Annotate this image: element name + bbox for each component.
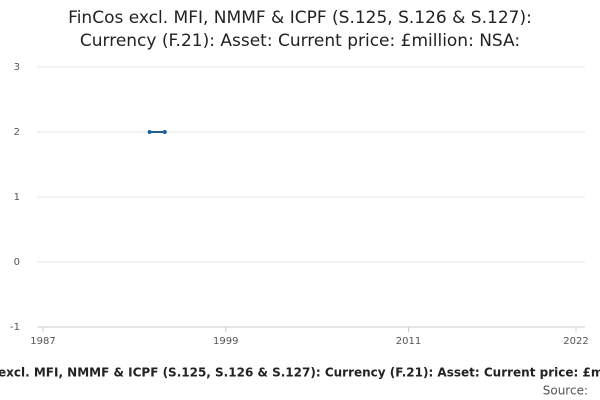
point <box>162 130 167 134</box>
y-tick-label: 0 <box>14 257 20 268</box>
y-tick-label: 1 <box>14 192 20 203</box>
x-tick-label: 1987 <box>30 336 55 347</box>
x-axis-label: excl. MFI, NMMF & ICPF (S.125, S.126 & S… <box>0 366 600 380</box>
y-tick-label: 3 <box>14 62 20 73</box>
x-tick-label: 2011 <box>396 336 421 347</box>
point <box>147 130 152 134</box>
y-tick-label: 2 <box>14 127 20 138</box>
x-tick-label: 2022 <box>563 336 588 347</box>
chart-title: FinCos excl. MFI, NMMF & ICPF (S.125, S.… <box>68 8 532 28</box>
chart-title: Currency (F.21): Asset: Current price: £… <box>80 31 520 51</box>
x-tick-label: 1999 <box>213 336 238 347</box>
source: Source: <box>543 384 588 398</box>
y-tick-label: -1 <box>10 322 20 333</box>
